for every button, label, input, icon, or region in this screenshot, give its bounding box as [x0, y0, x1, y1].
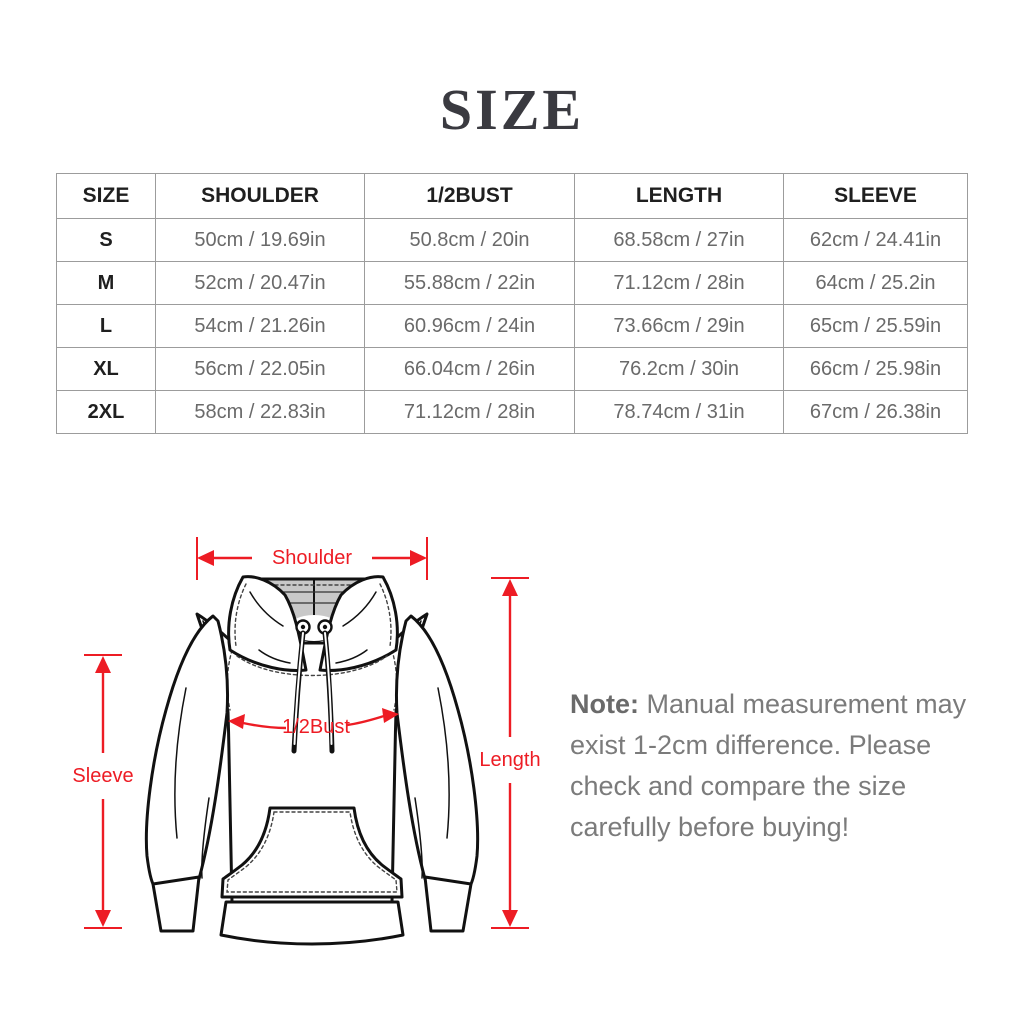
cell-sleeve: 64cm / 25.2in [783, 261, 968, 305]
header-bust: 1/2BUST [364, 173, 575, 219]
page-title: SIZE [439, 77, 585, 142]
cell-length: 78.74cm / 31in [574, 390, 784, 434]
cell-sleeve: 66cm / 25.98in [783, 347, 968, 391]
length-arrow: Length [479, 577, 541, 929]
cell-size: L [56, 304, 156, 348]
hoodie-left-cuff [151, 875, 201, 933]
hoodie-pocket [220, 806, 404, 899]
table-row: 2XL 58cm / 22.83in 71.12cm / 28in 78.74c… [56, 390, 968, 434]
cell-length: 71.12cm / 28in [574, 261, 784, 305]
bust-arrow: 1/2Bust [228, 708, 399, 738]
cell-length: 76.2cm / 30in [574, 347, 784, 391]
hoodie-measurement-diagram: Shoulder Sleeve Length 1/2Bust [72, 537, 541, 946]
length-label: Length [479, 749, 540, 771]
cell-size: S [56, 218, 156, 262]
shoulder-label: Shoulder [272, 547, 352, 569]
cell-bust: 60.96cm / 24in [364, 304, 575, 348]
cell-shoulder: 56cm / 22.05in [155, 347, 365, 391]
table-header-row: SIZE SHOULDER 1/2BUST LENGTH SLEEVE [56, 173, 968, 219]
table-row: XL 56cm / 22.05in 66.04cm / 26in 76.2cm … [56, 347, 968, 391]
cell-length: 73.66cm / 29in [574, 304, 784, 348]
hood-right-fold [318, 575, 399, 672]
sleeve-arrow: Sleeve [72, 654, 134, 929]
cell-bust: 55.88cm / 22in [364, 261, 575, 305]
header-length: LENGTH [574, 173, 784, 219]
pocket-stitching [226, 811, 398, 893]
cell-bust: 50.8cm / 20in [364, 218, 575, 262]
header-sleeve: SLEEVE [783, 173, 968, 219]
sleeve-label: Sleeve [72, 765, 133, 787]
table-row: L 54cm / 21.26in 60.96cm / 24in 73.66cm … [56, 304, 968, 348]
cell-length: 68.58cm / 27in [574, 218, 784, 262]
bust-label: 1/2Bust [282, 716, 350, 738]
note-text: Note: Manual measurement may exist 1-2cm… [570, 684, 972, 848]
cell-sleeve: 62cm / 24.41in [783, 218, 968, 262]
hoodie-hem-band [219, 900, 405, 946]
size-table: SIZE SHOULDER 1/2BUST LENGTH SLEEVE S 50… [56, 173, 968, 434]
cell-bust: 71.12cm / 28in [364, 390, 575, 434]
note-prefix: Note: [570, 689, 639, 719]
header-shoulder: SHOULDER [155, 173, 365, 219]
table-row: M 52cm / 20.47in 55.88cm / 22in 71.12cm … [56, 261, 968, 305]
cell-bust: 66.04cm / 26in [364, 347, 575, 391]
note-body: Manual measurement may exist 1-2cm diffe… [570, 689, 967, 842]
hoodie-left-sleeve [144, 614, 230, 888]
table-row: S 50cm / 19.69in 50.8cm / 20in 68.58cm /… [56, 218, 968, 262]
cell-size: XL [56, 347, 156, 391]
cell-sleeve: 67cm / 26.38in [783, 390, 968, 434]
drawstrings [291, 630, 335, 754]
cell-size: M [56, 261, 156, 305]
cell-sleeve: 65cm / 25.59in [783, 304, 968, 348]
cell-shoulder: 54cm / 21.26in [155, 304, 365, 348]
collar-stitching [236, 655, 388, 677]
cell-shoulder: 58cm / 22.83in [155, 390, 365, 434]
cell-size: 2XL [56, 390, 156, 434]
hoodie-right-cuff [423, 875, 473, 933]
hood-left-fold [227, 575, 308, 672]
hoodie-right-sleeve [394, 614, 480, 888]
hoodie-drawing [144, 575, 480, 946]
shoulder-arrow: Shoulder [196, 537, 428, 580]
header-size: SIZE [56, 173, 156, 219]
cell-shoulder: 52cm / 20.47in [155, 261, 365, 305]
cell-shoulder: 50cm / 19.69in [155, 218, 365, 262]
